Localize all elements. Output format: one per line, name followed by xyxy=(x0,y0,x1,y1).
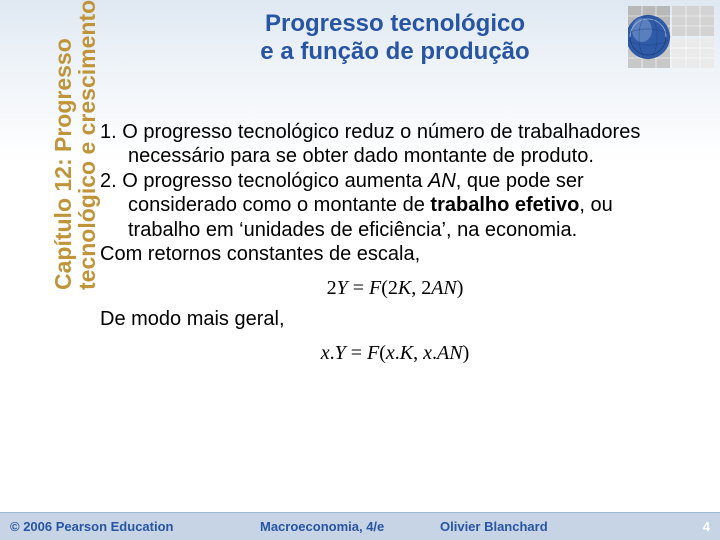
bullet-2-prefix: 2. xyxy=(100,170,122,192)
bullet-2-bold: trabalho efetivo xyxy=(430,194,579,216)
equation-1: 2Y = F(2K, 2AN) xyxy=(100,276,690,300)
bullet-2: 2. O progresso tecnológico aumenta AN, q… xyxy=(100,169,690,242)
title-line2: e a função de produção xyxy=(260,38,529,65)
bullet-1-prefix: 1. xyxy=(100,121,122,143)
title-line1: Progresso tecnológico xyxy=(265,10,525,37)
sidebar-line2: tecnológico e crescimento xyxy=(74,0,100,290)
bullet-2-a: O progresso tecnológico aumenta xyxy=(122,170,428,192)
footer-book: Macroeconomia, 4/e xyxy=(260,519,384,534)
footer-copyright: © 2006 Pearson Education xyxy=(10,519,173,534)
slide: Progresso tecnológico e a função de prod… xyxy=(0,0,720,540)
globe-grid-icon xyxy=(628,6,714,68)
content-area: 1. O progresso tecnológico reduz o númer… xyxy=(100,120,690,372)
equation-2: x.Y = F(x.K, x.AN) xyxy=(100,341,690,365)
line-3: Com retornos constantes de escala, xyxy=(100,242,690,266)
footer-bar: © 2006 Pearson Education Macroeconomia, … xyxy=(0,512,720,540)
bullet-1: 1. O progresso tecnológico reduz o númer… xyxy=(100,120,690,169)
chapter-sidebar: Capítulo 12: Progresso tecnológico e cre… xyxy=(51,0,99,290)
slide-title: Progresso tecnológico e a função de prod… xyxy=(90,10,700,67)
corner-logo xyxy=(628,6,714,68)
footer-page-number: 4 xyxy=(703,519,710,534)
sidebar-line1: Capítulo 12: Progresso xyxy=(50,38,76,290)
footer-author: Olivier Blanchard xyxy=(440,519,548,534)
bullet-2-var: AN xyxy=(428,170,456,192)
bullet-1-text: O progresso tecnológico reduz o número d… xyxy=(122,121,640,167)
line-4: De modo mais geral, xyxy=(100,307,690,331)
